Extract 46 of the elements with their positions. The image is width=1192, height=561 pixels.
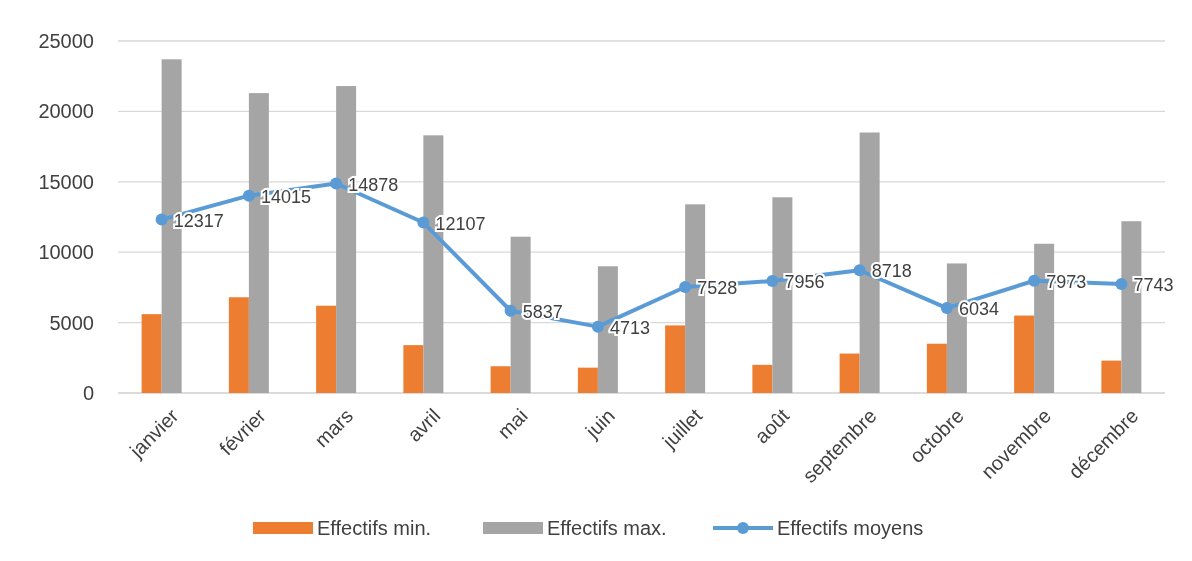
- data-label: 6034: [958, 299, 999, 320]
- point: [853, 264, 866, 277]
- y-tick-label: 20000: [38, 100, 94, 123]
- point: [679, 281, 692, 294]
- bar: [403, 345, 424, 393]
- bar: [228, 297, 249, 393]
- y-tick-label: 15000: [38, 170, 94, 193]
- bar: [752, 364, 773, 393]
- point: [242, 189, 255, 202]
- legend-label: Effectifs max.: [547, 517, 667, 539]
- y-tick-label: 5000: [49, 311, 94, 334]
- point: [591, 320, 604, 333]
- data-label: 7956: [784, 271, 825, 292]
- x-tick-label: avril: [402, 404, 445, 446]
- data-label: 14878: [348, 174, 399, 195]
- x-tick-label: août: [750, 404, 794, 448]
- bar: [577, 367, 598, 393]
- data-label: 12317: [173, 210, 224, 231]
- point: [504, 304, 517, 317]
- bar: [926, 343, 947, 393]
- y-tick-label: 10000: [38, 241, 94, 264]
- point: [1115, 277, 1128, 290]
- data-label: 14015: [260, 186, 311, 207]
- bar: [1101, 360, 1122, 393]
- point: [155, 213, 168, 226]
- point: [330, 177, 343, 190]
- point: [766, 274, 779, 287]
- y-tick-label: 25000: [38, 30, 94, 52]
- bar: [141, 314, 162, 393]
- x-tick-label: mai: [493, 404, 532, 443]
- bar: [665, 325, 686, 393]
- point: [1028, 274, 1041, 287]
- data-label: 12107: [435, 213, 486, 234]
- data-label: 7743: [1133, 274, 1174, 295]
- point: [417, 216, 430, 229]
- bar: [490, 366, 511, 393]
- bar: [1014, 315, 1035, 393]
- data-label: 4713: [609, 317, 650, 338]
- legend-label: Effectifs moyens: [777, 517, 924, 539]
- bar: [316, 305, 337, 393]
- bar: [839, 353, 860, 393]
- y-tick-label: 0: [82, 382, 94, 404]
- point: [940, 302, 953, 315]
- x-tick-label: juin: [580, 404, 619, 443]
- legend-label: Effectifs min.: [317, 517, 432, 539]
- data-label: 8718: [871, 261, 912, 282]
